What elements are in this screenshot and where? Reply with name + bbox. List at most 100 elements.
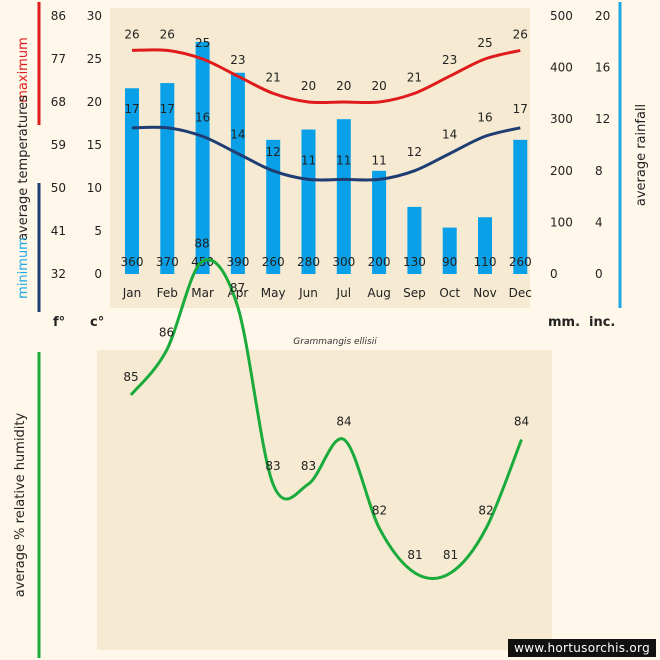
rainfall-bars: 360 370 450 390 260 280 300 200 130 90 110 260	[121, 41, 532, 275]
month-labels: Jan Feb Mar Apr May Jun Jul Aug Sep Oct Nov Dec	[122, 286, 532, 300]
c-tick: 10	[87, 181, 102, 195]
unit-f: f°	[53, 315, 65, 330]
rainfall-inch-axis: 20 16 12 8 4 0	[595, 9, 610, 281]
min-temp-label: 12	[266, 145, 281, 159]
rainfall-bar	[372, 170, 387, 274]
rainfall-bar	[407, 206, 422, 274]
min-temp-label: 11	[371, 153, 386, 167]
humidity-value-label: 85	[123, 370, 138, 384]
rainfall-bar	[336, 119, 351, 274]
temp-panel-bg	[110, 8, 530, 308]
humidity-line	[129, 258, 523, 581]
c-tick: 0	[94, 267, 102, 281]
maximum-label: maximum	[16, 37, 31, 103]
humidity-value-label: 84	[336, 415, 351, 429]
min-temp-label: 17	[160, 102, 175, 116]
min-temp-label: 14	[442, 128, 457, 142]
rainfall-value-label: 360	[121, 255, 144, 269]
rainfall-bar	[230, 72, 245, 274]
humidity-axis-label: average % relative humidity	[13, 412, 28, 597]
max-temp-label: 23	[230, 53, 245, 67]
rainfall-value-label: 260	[509, 255, 532, 269]
month-label: Sep	[403, 286, 426, 300]
max-temp-series: 26 26 25 23 21 20 20 20 21 23 25 26	[124, 27, 528, 105]
f-tick: 86	[51, 9, 66, 23]
max-temp-label: 23	[442, 53, 457, 67]
rainfall-value-label: 130	[403, 255, 426, 269]
rainfall-value-label: 260	[262, 255, 285, 269]
month-label: Jul	[336, 286, 351, 300]
c-tick: 25	[87, 52, 102, 66]
rainfall-value-label: 300	[332, 255, 355, 269]
left-color-bars	[37, 2, 622, 658]
rainfall-bar	[266, 139, 281, 274]
month-label: Nov	[473, 286, 496, 300]
rainfall-value-label: 280	[297, 255, 320, 269]
rainfall-bar	[301, 129, 316, 274]
mm-tick: 100	[550, 215, 573, 229]
humidity-series: 85 86 88 87 83 83 84 82 81 81 82 84	[123, 237, 529, 581]
humidity-value-label: 81	[407, 548, 422, 562]
f-tick: 68	[51, 95, 66, 109]
in-tick: 12	[595, 112, 610, 126]
mm-tick: 300	[550, 112, 573, 126]
average-temperatures-label: average temperatures	[16, 95, 31, 241]
chart-title: Grammangis ellisii	[293, 337, 377, 347]
unit-in: inc.	[589, 315, 615, 330]
f-tick: 77	[51, 52, 66, 66]
mm-tick: 200	[550, 164, 573, 178]
in-tick: 4	[595, 215, 603, 229]
in-tick: 0	[595, 267, 603, 281]
f-tick: 41	[51, 224, 66, 238]
max-temp-label: 26	[124, 27, 139, 41]
max-temp-label: 25	[477, 36, 492, 50]
mm-tick: 500	[550, 9, 573, 23]
humidity-value-label: 84	[514, 415, 529, 429]
min-temp-series: 17 17 16 14 12 11 11 11 12 14 16 17	[124, 102, 528, 182]
rainfall-mm-axis: 500 400 300 200 100 0	[550, 9, 573, 281]
month-label: Aug	[367, 286, 390, 300]
humidity-value-label: 81	[443, 548, 458, 562]
min-temp-line	[131, 125, 521, 182]
in-tick: 16	[595, 61, 610, 75]
min-temp-label: 12	[407, 145, 422, 159]
c-tick: 30	[87, 9, 102, 23]
f-tick: 59	[51, 138, 66, 152]
humidity-value-label: 86	[159, 326, 174, 340]
c-tick: 20	[87, 95, 102, 109]
month-label: May	[261, 286, 286, 300]
rainfall-value-label: 200	[368, 255, 391, 269]
min-temp-label: 16	[477, 110, 492, 124]
max-temp-label: 20	[336, 79, 351, 93]
humidity-value-label: 82	[478, 504, 493, 518]
humidity-value-label: 83	[301, 459, 316, 473]
watermark: www.hortusorchis.org	[508, 639, 656, 657]
rainfall-value-label: 90	[442, 255, 457, 269]
humidity-value-label: 87	[230, 281, 245, 295]
unit-c: c°	[90, 315, 104, 330]
month-label: Dec	[509, 286, 532, 300]
min-temp-label: 14	[230, 128, 245, 142]
min-temp-label: 17	[124, 102, 139, 116]
rainfall-bar	[513, 139, 528, 274]
min-temp-label: 16	[195, 110, 210, 124]
rainfall-bar	[160, 83, 175, 274]
rainfall-bar	[125, 88, 139, 275]
month-label: Jan	[122, 286, 142, 300]
month-label: Feb	[157, 286, 178, 300]
minimum-label: minimum	[16, 237, 31, 299]
min-temp-label: 17	[513, 102, 528, 116]
f-tick: 50	[51, 181, 66, 195]
max-temp-label: 25	[195, 36, 210, 50]
c-tick: 5	[94, 224, 102, 238]
in-tick: 20	[595, 9, 610, 23]
max-temp-label: 20	[301, 79, 316, 93]
fahrenheit-axis: 86 77 68 59 50 41 32	[51, 9, 66, 281]
max-temp-label: 21	[407, 70, 422, 84]
month-label: Jun	[298, 286, 318, 300]
min-temp-label: 11	[301, 153, 316, 167]
rainfall-value-label: 370	[156, 255, 179, 269]
month-label: Oct	[439, 286, 460, 300]
humidity-panel-bg	[97, 350, 552, 650]
